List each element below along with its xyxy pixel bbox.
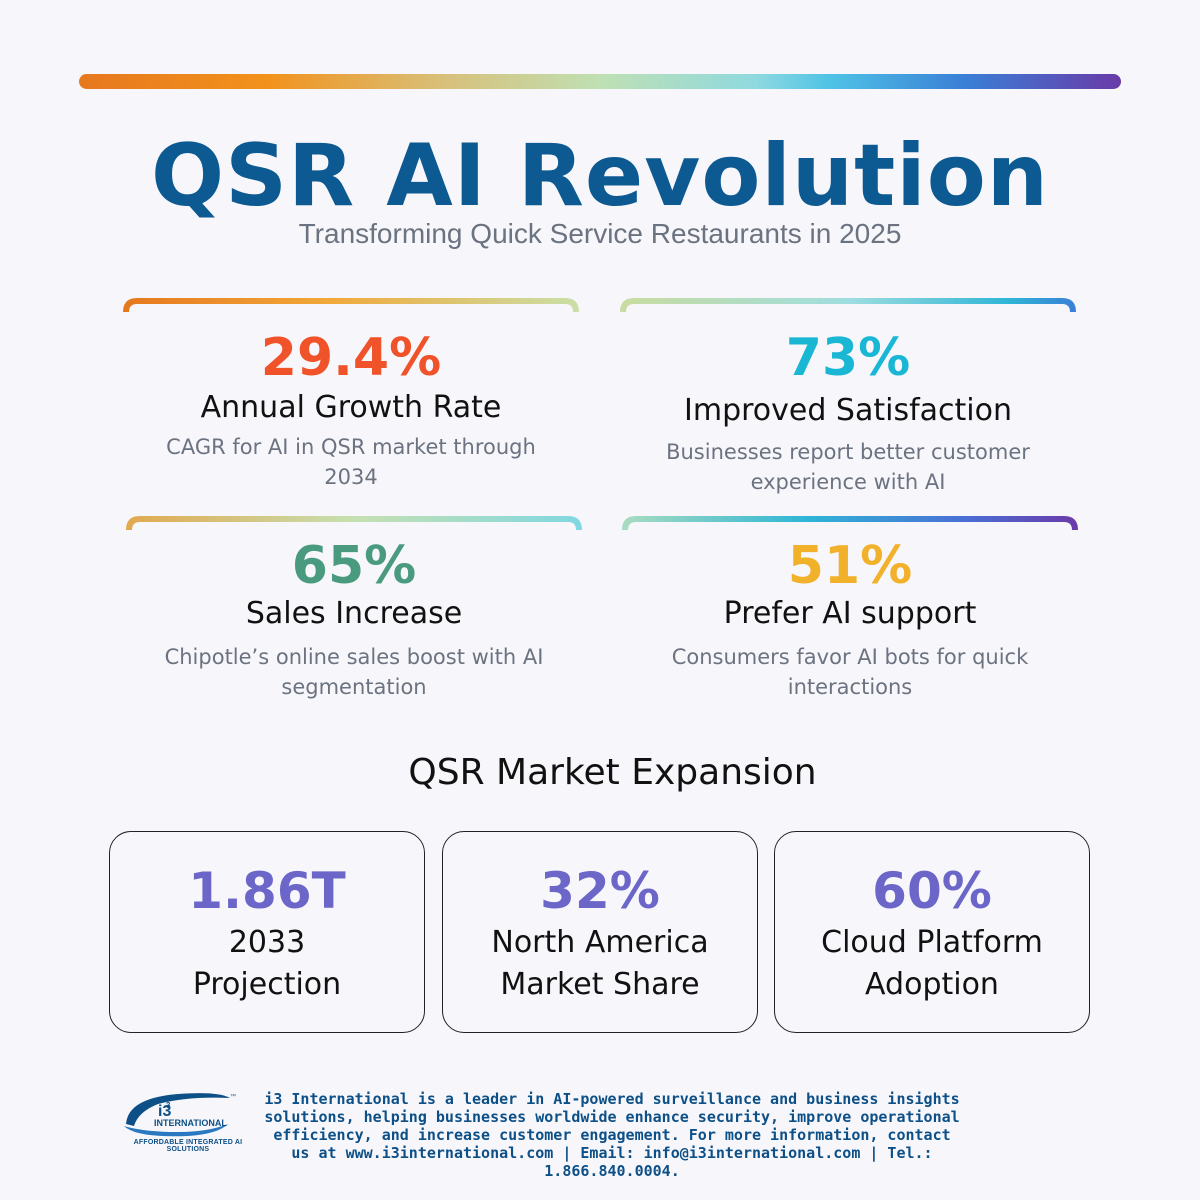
- market-label: North America Market Share: [491, 925, 709, 1002]
- stat-description: Chipotle’s online sales boost with AI se…: [164, 645, 544, 699]
- stat-label: Improved Satisfaction: [684, 393, 1012, 428]
- stat-label: Prefer AI support: [723, 596, 977, 631]
- logo-word: INTERNATIONAL: [154, 1118, 227, 1128]
- stat-label: Annual Growth Rate: [200, 390, 502, 425]
- market-card-north-america: 32% North America Market Share: [442, 831, 758, 1033]
- stat-card-sales: 65% Sales Increase Chipotle’s online sal…: [124, 512, 584, 712]
- stat-value: 73%: [785, 328, 911, 388]
- stat-description: Businesses report better customer experi…: [666, 440, 1030, 494]
- stat-label: Sales Increase: [245, 596, 463, 631]
- stat-card-satisfaction: 73% Improved Satisfaction Businesses rep…: [618, 294, 1078, 504]
- logo-mark: i3: [158, 1103, 171, 1120]
- market-value: 60%: [872, 862, 992, 920]
- stat-description: Consumers favor AI bots for quick intera…: [671, 645, 1029, 699]
- card-top-accent: [620, 298, 1076, 312]
- market-value: 32%: [540, 862, 660, 920]
- page-subtitle: Transforming Quick Service Restaurants i…: [298, 218, 902, 249]
- stat-card-ai-support: 51% Prefer AI support Consumers favor AI…: [620, 512, 1080, 712]
- page-title: QSR AI Revolution: [151, 126, 1049, 226]
- top-gradient-bar: [79, 74, 1121, 89]
- market-label: Cloud Platform Adoption: [821, 925, 1043, 1002]
- market-value: 1.86T: [188, 862, 346, 920]
- footer-description: i3 International is a leader in AI-power…: [264, 1090, 960, 1180]
- stat-card-growth: 29.4% Annual Growth Rate CAGR for AI in …: [121, 294, 581, 489]
- market-card-projection: 1.86T 2033 Projection: [109, 831, 425, 1033]
- logo-tm: ™: [230, 1093, 236, 1100]
- stat-value: 65%: [291, 536, 417, 596]
- stat-value: 29.4%: [260, 328, 442, 388]
- i3-international-logo-icon: i3 3 INTERNATIONAL ™: [124, 1093, 236, 1137]
- card-top-accent: [123, 298, 579, 312]
- stat-value: 51%: [787, 536, 913, 596]
- card-top-accent: [126, 516, 582, 530]
- stat-description: CAGR for AI in QSR market through 2034: [166, 435, 536, 489]
- market-label: 2033 Projection: [192, 925, 342, 1002]
- market-card-cloud: 60% Cloud Platform Adoption: [774, 831, 1090, 1033]
- card-top-accent: [622, 516, 1078, 530]
- section-title: QSR Market Expansion: [408, 752, 817, 793]
- logo-tagline: AFFORDABLE INTEGRATED AI SOLUTIONS: [133, 1139, 243, 1153]
- logo-sup: 3: [166, 1101, 171, 1110]
